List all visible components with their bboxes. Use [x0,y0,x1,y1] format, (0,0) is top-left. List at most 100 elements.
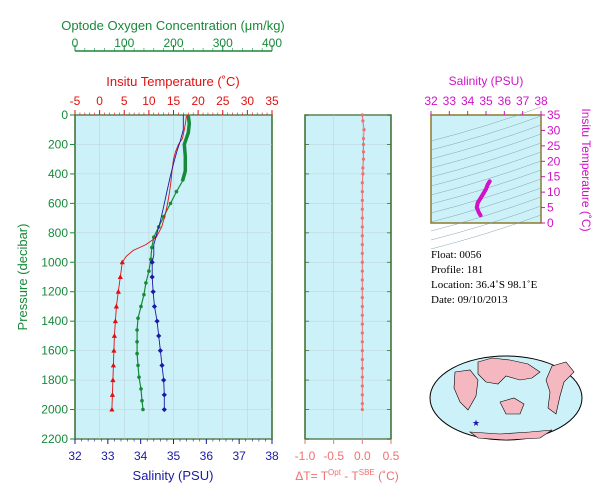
pressure-tick-label: 200 [48,137,68,151]
ts-salinity-tick-label: 35 [479,94,493,108]
delta-tick-label: -1.0 [295,449,316,463]
delta-point [360,113,364,117]
delta-axis-title: ΔT= TOpt - TSBE (˚C) [295,468,399,483]
oxygen-point [140,398,144,403]
salinity-line [151,115,184,410]
delta-point [360,287,364,291]
pressure-axis-ticks: 0 200 400 600 800 1000 1200 1400 1600 1800 2000 220… [41,108,75,446]
float-location-marker: ★ [472,418,480,428]
delta-label-sup2: SBE [359,468,375,477]
pressure-tick-label: 0 [61,108,68,122]
density-contour [430,115,542,151]
delta-point [360,260,364,264]
density-contour [430,196,542,232]
ts-salinity-tick-label: 33 [443,94,457,108]
temperature-tick-label: 30 [241,94,255,108]
oxygen-tick-label: 400 [262,36,282,50]
temperature-point [110,362,117,368]
ts-temperature-tick-label: 5 [547,201,554,215]
oxygen-point [141,407,145,412]
oxygen-point [137,375,141,379]
oxygen-point [147,269,151,273]
main-series [109,114,192,413]
oxygen-axis-ticks: 0 100 200 300 400 [72,36,282,51]
ts-point [476,210,481,214]
density-contour [430,106,542,142]
density-contour [430,214,542,250]
density-contour [430,205,542,241]
temperature-axis-ticks: -5 0 5 10 15 20 25 30 35 [70,94,279,115]
oxygen-tick-label: 200 [163,36,183,50]
ts-salinity-title: Salinity (PSU) [449,74,524,88]
salinity-point [161,406,167,413]
ts-temperature-tick-label: 25 [547,139,561,153]
delta-point [360,313,364,317]
delta-point [360,189,364,194]
ts-temperature-tick-label: 30 [547,123,561,137]
map-land-asia [477,357,541,385]
temperature-point [119,259,125,265]
delta-point [361,142,366,147]
salinity-tick-label: 33 [101,449,115,463]
oxygen-point [150,245,154,250]
temperature-tick-label: 10 [142,94,156,108]
temperature-axis-title: Insitu Temperature (˚C) [106,74,239,89]
pressure-tick-label: 1400 [41,314,68,328]
salinity-point [156,333,162,339]
delta-point [360,349,364,353]
salinity-point [149,259,155,265]
salinity-point [149,274,155,280]
oxygen-point [144,281,148,285]
delta-point [360,322,364,326]
temperature-point [111,333,117,338]
salinity-tick-label: 34 [134,449,148,463]
location: Location: 36.4˚S 98.1˚E [431,279,538,291]
ts-point [487,179,492,184]
salinity-tick-label: 32 [68,449,82,463]
delta-point [361,136,366,141]
density-contour [430,178,542,214]
ts-point [475,201,480,205]
ts-salinity-tick-label: 34 [461,94,475,108]
delta-tick-label: 0.0 [354,449,371,463]
oxygen-point [135,328,139,332]
delta-point [360,225,364,229]
ts-panel-bg [430,114,542,224]
oxygen-point [168,201,173,206]
salinity-tick-label: 38 [265,449,279,463]
salinity-point [150,289,156,295]
delta-point [361,150,366,154]
delta-label-tail: (˚C) [375,469,399,483]
delta-tick-label: -0.5 [323,449,344,463]
delta-point [361,119,365,123]
oxygen-tick-label: 0 [72,36,79,50]
density-contour [430,133,542,169]
ts-point [484,187,488,191]
salinity-axis-ticks: 32 33 34 35 36 37 38 [68,439,279,463]
map-land-antarctica [469,429,553,441]
ts-point [486,182,490,187]
delta-point [361,157,366,161]
temperature-tick-label: -5 [70,94,81,108]
salinity-tick-label: 35 [167,449,181,463]
ts-salinity-tick-label: 38 [534,94,548,108]
delta-point [360,207,364,211]
temperature-point [109,406,115,412]
oxygen-point [139,304,143,309]
pressure-tick-label: 1000 [41,255,68,269]
salinity-point [161,377,167,383]
density-contour [430,124,542,160]
pressure-tick-label: 1800 [41,373,68,387]
delta-point [360,407,364,412]
profile-number: Profile: 181 [431,264,483,276]
ts-temperature-tick-label: 0 [547,216,554,230]
delta-point [360,402,364,406]
pressure-tick-label: 600 [48,196,68,210]
oxygen-point [174,189,179,194]
temperature-point [117,274,123,279]
temperature-point [113,303,119,309]
delta-point [360,296,364,300]
float-id: Float: 0056 [431,249,482,261]
